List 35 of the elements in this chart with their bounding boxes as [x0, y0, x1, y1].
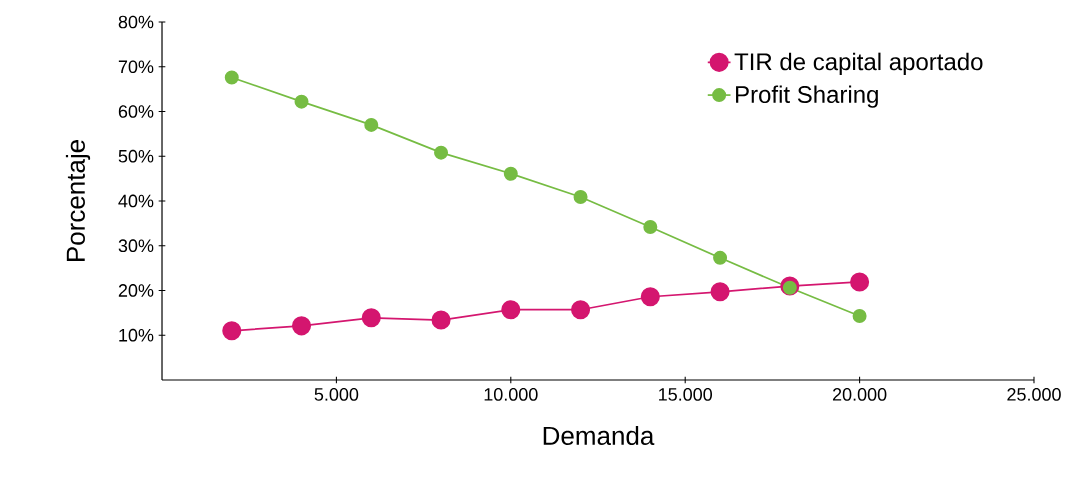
point — [501, 300, 521, 320]
x-tick-label: 15.000 — [659, 388, 713, 401]
y-tick-label: 60% — [118, 105, 154, 118]
x-tick-label: 10.000 — [484, 388, 538, 401]
x-tick-label: 5.000 — [314, 388, 359, 401]
legend-label: Profit Sharing — [736, 85, 878, 108]
point — [222, 321, 242, 341]
y-tick-label: 20% — [118, 284, 154, 297]
point — [431, 310, 451, 330]
legend-label: TIR de capital aportado — [734, 52, 983, 76]
point — [571, 300, 591, 320]
y-axis-title: Porcentaje — [65, 140, 91, 262]
y-tick-label: 30% — [118, 239, 154, 253]
point — [852, 308, 867, 323]
y-tick-label: 40% — [118, 194, 154, 208]
point — [291, 316, 312, 336]
point — [640, 287, 660, 307]
point — [434, 145, 449, 160]
point — [710, 282, 730, 302]
point — [850, 272, 870, 292]
x-tick-label: 25.000 — [1007, 388, 1061, 401]
y-tick-label: 80% — [118, 15, 154, 29]
x-axis-title: Demanda — [543, 425, 655, 446]
point — [713, 250, 728, 265]
point — [503, 166, 518, 181]
point — [224, 70, 239, 85]
x-tick-label: 20.000 — [832, 388, 887, 401]
point — [643, 219, 658, 234]
y-tick-label: 50% — [118, 149, 154, 163]
point — [294, 94, 309, 109]
y-tick-label: 70% — [118, 60, 154, 74]
point — [361, 308, 381, 328]
point — [364, 117, 379, 132]
y-tick-label: 10% — [119, 328, 154, 342]
point — [573, 189, 588, 204]
